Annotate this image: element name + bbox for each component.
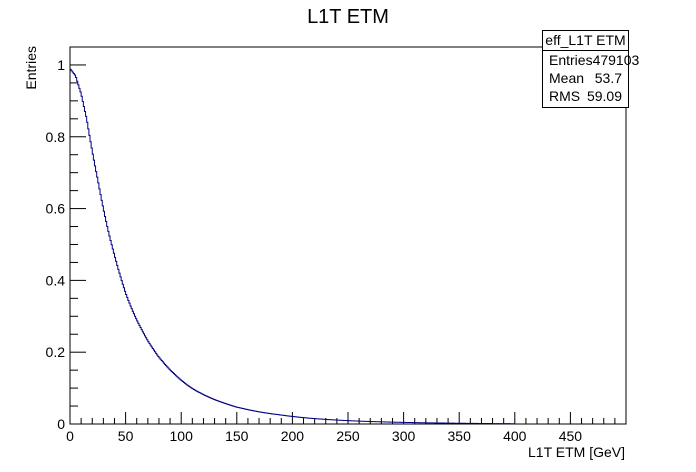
stats-entries-value: 479103 xyxy=(592,52,640,68)
x-tick-label: 450 xyxy=(559,428,583,444)
x-tick-label: 50 xyxy=(118,428,134,444)
stats-mean-value: 53.7 xyxy=(594,70,622,86)
y-tick-label: 0.2 xyxy=(46,344,66,360)
stats-row-entries: Entries 479103 xyxy=(543,51,639,69)
x-tick-label: 350 xyxy=(448,428,472,444)
x-axis-label: L1T ETM [GeV] xyxy=(528,444,625,460)
stats-box: eff_L1T ETM Entries 479103 Mean 53.7 RMS… xyxy=(542,30,639,108)
x-tick-label: 0 xyxy=(66,428,74,444)
y-tick-label: 1 xyxy=(57,57,65,73)
y-tick-label: 0 xyxy=(57,416,65,432)
stats-row-mean: Mean 53.7 xyxy=(543,69,628,87)
y-tick-label: 0.8 xyxy=(46,129,66,145)
y-tick-label: 0.4 xyxy=(46,272,66,288)
stats-rms-label: RMS xyxy=(549,88,581,104)
y-axis-label: Entries xyxy=(23,46,39,90)
x-tick-label: 150 xyxy=(225,428,249,444)
series-line xyxy=(70,68,515,425)
x-tick-label: 200 xyxy=(281,428,305,444)
x-tick-label: 300 xyxy=(392,428,416,444)
stats-rms-value: 59.09 xyxy=(586,88,622,104)
x-tick-label: 100 xyxy=(170,428,194,444)
stats-box-name: eff_L1T ETM xyxy=(543,31,628,51)
stats-entries-label: Entries xyxy=(549,52,593,68)
stats-row-rms: RMS 59.09 xyxy=(543,87,628,105)
y-tick-label: 0.6 xyxy=(46,201,66,217)
x-tick-label: 250 xyxy=(336,428,360,444)
stats-mean-label: Mean xyxy=(549,70,585,86)
chart-title: L1T ETM xyxy=(307,6,389,28)
x-tick-label: 400 xyxy=(503,428,527,444)
